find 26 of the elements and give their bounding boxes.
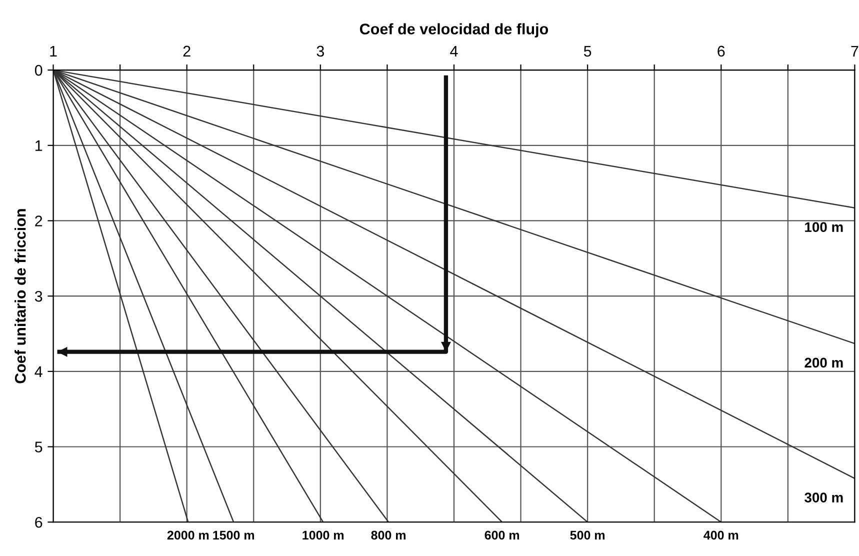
y-tick-label: 3 — [34, 290, 42, 302]
y-axis-title: Coef unitario de friccion — [14, 209, 26, 384]
y-tick-label: 2 — [35, 216, 42, 226]
series-label: 600 m — [484, 530, 520, 540]
y-tick-label: 6 — [35, 516, 42, 528]
series-label: 200 m — [804, 358, 843, 368]
series-label: 2000 m — [167, 530, 209, 540]
series-label: 1500 m — [213, 530, 254, 540]
x-axis-title: Coef de velocidad de flujo — [360, 23, 548, 38]
x-tick-label: 7 — [851, 46, 858, 56]
x-tick-label: 4 — [450, 46, 458, 56]
x-tick-label: 3 — [316, 46, 324, 57]
y-tick-label: 5 — [34, 442, 42, 452]
y-tick-label: 4 — [34, 366, 42, 377]
series-label: 100 m — [805, 222, 843, 232]
series-label: 800 m — [371, 530, 406, 540]
y-tick-label: 1 — [36, 140, 42, 151]
x-tick-label: 5 — [584, 46, 592, 57]
series-label: 400 m — [704, 530, 738, 540]
x-tick-label: 6 — [718, 46, 725, 57]
x-tick-label: 1 — [50, 46, 57, 56]
series-label: 300 m — [804, 492, 843, 502]
series-label: 1000 m — [302, 530, 344, 540]
y-tick-label: 0 — [34, 64, 42, 76]
series-label: 500 m — [570, 530, 605, 540]
x-tick-label: 2 — [183, 46, 190, 56]
